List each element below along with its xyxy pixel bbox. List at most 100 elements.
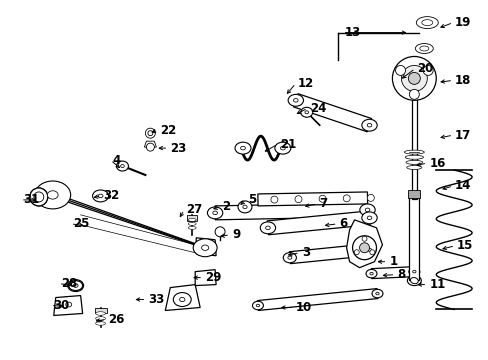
Ellipse shape [366,216,371,220]
Text: 22: 22 [160,124,176,137]
Ellipse shape [300,107,312,117]
Text: 20: 20 [416,62,433,75]
Circle shape [369,250,374,255]
Ellipse shape [415,17,437,28]
Text: 10: 10 [295,301,311,314]
Text: 32: 32 [103,189,120,202]
Ellipse shape [98,194,103,198]
Text: 8: 8 [397,268,405,281]
Text: 21: 21 [279,138,296,150]
Circle shape [270,196,277,203]
Text: 13: 13 [344,26,360,39]
Text: 29: 29 [205,271,221,284]
Text: 25: 25 [73,217,89,230]
Ellipse shape [414,44,432,54]
Ellipse shape [256,304,259,307]
Circle shape [422,66,432,75]
Text: 17: 17 [454,129,470,142]
Polygon shape [346,220,382,268]
Ellipse shape [73,284,78,287]
Ellipse shape [95,312,105,315]
Polygon shape [54,296,82,315]
Ellipse shape [359,204,374,216]
Text: 27: 27 [186,203,202,216]
Ellipse shape [412,270,415,273]
Ellipse shape [212,211,217,215]
Ellipse shape [280,146,285,150]
Ellipse shape [201,245,208,251]
Polygon shape [195,270,216,285]
Ellipse shape [59,297,79,312]
Circle shape [392,57,435,100]
Ellipse shape [240,146,245,150]
Ellipse shape [421,20,432,26]
Polygon shape [266,211,369,235]
Text: 24: 24 [309,102,325,115]
Ellipse shape [365,208,369,212]
Ellipse shape [243,205,246,209]
Ellipse shape [367,248,371,251]
Ellipse shape [260,222,275,234]
Text: 4: 4 [112,154,121,167]
Ellipse shape [283,253,296,263]
Circle shape [147,131,153,136]
Ellipse shape [116,161,128,171]
Ellipse shape [95,322,105,325]
Bar [187,215,197,221]
Ellipse shape [252,301,263,310]
Ellipse shape [68,280,82,291]
Ellipse shape [408,267,419,276]
Circle shape [34,192,44,202]
Ellipse shape [361,119,376,131]
Ellipse shape [366,123,371,127]
Text: 30: 30 [53,299,69,312]
Ellipse shape [188,219,196,221]
Circle shape [361,236,366,241]
Ellipse shape [361,212,376,224]
Ellipse shape [409,278,417,284]
Ellipse shape [47,191,58,199]
Polygon shape [257,192,367,206]
Circle shape [407,72,420,84]
Ellipse shape [287,94,303,106]
Circle shape [401,66,427,91]
Ellipse shape [375,292,378,295]
Ellipse shape [293,99,298,102]
Ellipse shape [362,245,375,255]
Text: 16: 16 [428,157,445,170]
Text: 14: 14 [454,180,470,193]
Ellipse shape [92,190,108,202]
Text: 12: 12 [297,77,313,90]
Ellipse shape [173,293,191,306]
Text: 18: 18 [454,74,470,87]
Circle shape [215,227,224,237]
Text: 5: 5 [247,193,256,206]
Polygon shape [144,141,156,147]
Circle shape [145,128,155,138]
Text: 33: 33 [148,293,164,306]
Ellipse shape [265,226,270,230]
Text: 28: 28 [61,277,77,290]
Circle shape [319,195,325,202]
Circle shape [30,188,48,206]
Ellipse shape [207,207,223,219]
Ellipse shape [188,226,196,229]
Circle shape [408,89,419,99]
Ellipse shape [405,155,423,159]
Polygon shape [196,238,216,256]
Text: 19: 19 [454,16,470,29]
Ellipse shape [411,279,416,282]
Text: 6: 6 [339,217,347,230]
Ellipse shape [419,46,428,51]
Ellipse shape [36,194,41,200]
Bar [408,194,419,280]
Ellipse shape [404,150,424,154]
Ellipse shape [188,222,196,225]
Text: 15: 15 [456,239,472,252]
Polygon shape [165,285,200,310]
Ellipse shape [238,201,251,213]
Ellipse shape [193,239,217,257]
Ellipse shape [287,256,291,259]
Circle shape [354,250,359,255]
Text: 3: 3 [301,246,309,259]
